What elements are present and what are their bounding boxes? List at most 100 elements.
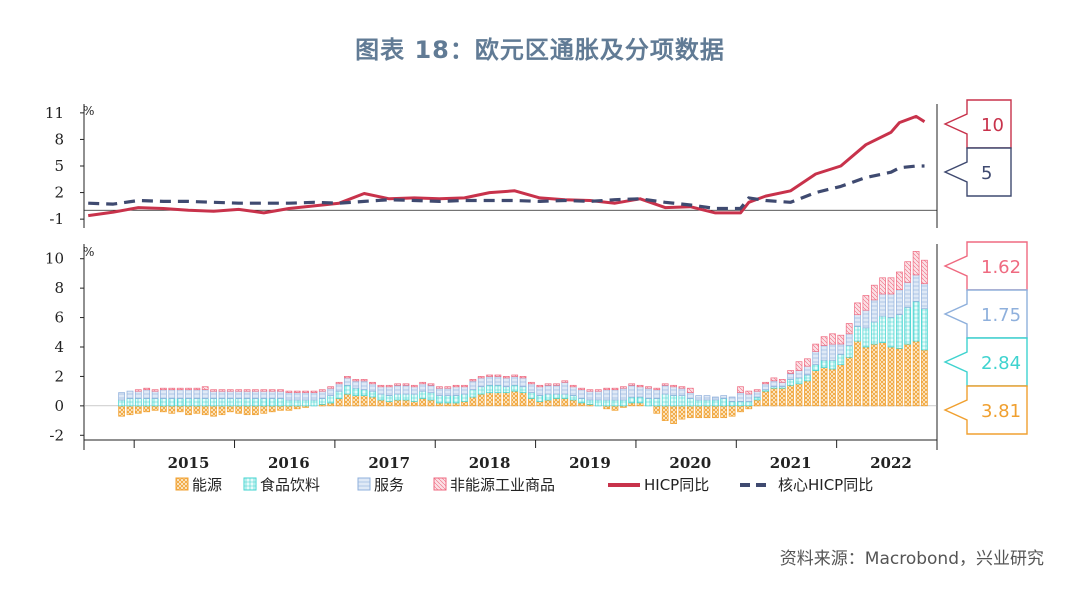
bar-food (804, 374, 811, 382)
x-tick-label: 2022 (870, 454, 912, 472)
bar-services (436, 387, 443, 396)
bar-services (745, 393, 753, 402)
bar-nonenergy (394, 383, 401, 386)
bar-food (160, 398, 167, 407)
bar-food (168, 398, 176, 407)
bar-energy (829, 368, 836, 407)
bar-food (394, 393, 401, 401)
bar-energy (419, 398, 427, 407)
top-lines (87, 114, 926, 218)
bar-energy (561, 398, 569, 407)
top-ytick-label: -1 (49, 210, 64, 228)
bar-nonenergy (268, 389, 276, 392)
bar-services (151, 390, 159, 399)
bar-energy (369, 396, 376, 407)
energy-end-label: 3.81 (981, 401, 1021, 422)
energy-end-label-box (943, 385, 1028, 435)
bar-food (486, 384, 493, 394)
bar-food (243, 398, 251, 407)
bar-food (444, 395, 452, 404)
bar-nonenergy (260, 389, 268, 392)
top-ytick-label: 2 (54, 184, 64, 202)
bar-services (201, 389, 209, 399)
end-value-labels: 10 5 1.62 1.75 2.84 3.81 (943, 99, 1028, 435)
bar-services (235, 390, 243, 399)
bar-energy (243, 405, 251, 416)
bar-food (285, 399, 293, 407)
bar-food (645, 398, 652, 407)
bar-energy (285, 405, 293, 411)
bar-food (787, 379, 794, 386)
bar-nonenergy (302, 390, 309, 393)
bar-energy (335, 398, 343, 407)
bar-nonenergy (653, 387, 661, 391)
bar-food (720, 398, 728, 407)
bar-services (753, 390, 761, 398)
bar-food (544, 393, 552, 401)
hicp-end-label: 10 (981, 115, 1004, 136)
bar-nonenergy (318, 389, 326, 392)
bar-food (352, 387, 360, 396)
bar-services (193, 389, 201, 399)
bar-services (804, 365, 811, 376)
bar-food (201, 398, 209, 407)
legend-label-energy: 能源 (192, 476, 222, 494)
bar-services (762, 383, 769, 391)
bar-services (344, 377, 351, 386)
bar-services (770, 380, 778, 388)
bar-services (160, 389, 167, 399)
bar-services (569, 386, 577, 396)
bar-services (586, 390, 594, 401)
bar-energy (126, 405, 134, 416)
legend-label-core: 核心HICP同比 (778, 476, 873, 494)
bar-energy (896, 348, 903, 407)
bar-food (210, 398, 217, 407)
bar-energy (260, 405, 268, 414)
food-end-label-box (943, 337, 1028, 387)
bar-services (544, 384, 552, 395)
bar-nonenergy (536, 384, 544, 388)
bar-nonenergy (870, 284, 878, 301)
bar-nonenergy (661, 383, 669, 386)
bar-food (118, 399, 125, 407)
bar-services (829, 343, 836, 361)
bar-services (820, 345, 828, 361)
bar-energy (519, 392, 527, 407)
bar-nonenergy (210, 389, 217, 392)
bar-nonenergy (185, 387, 192, 391)
bar-services (686, 392, 694, 399)
bar-food (586, 399, 594, 405)
bar-nonenergy (201, 386, 209, 390)
bar-services (143, 389, 151, 399)
x-tick-label: 2017 (368, 454, 410, 472)
bar-energy (879, 342, 886, 407)
bar-nonenergy (561, 380, 569, 383)
bar-nonenergy (369, 381, 376, 385)
bar-nonenergy (778, 379, 786, 383)
bar-services (645, 387, 652, 399)
bar-food (845, 345, 853, 358)
bar-nonenergy (469, 379, 477, 382)
bar-energy (703, 405, 711, 419)
bar-food (594, 399, 602, 407)
bar-services (461, 386, 468, 395)
bar-services (620, 387, 627, 401)
bar-food (870, 321, 878, 345)
bar-energy (686, 405, 694, 419)
bar-services (737, 392, 744, 402)
bar-food (327, 395, 335, 404)
bar-energy (628, 402, 636, 407)
bar-nonenergy (151, 389, 159, 392)
bar-energy (385, 401, 393, 407)
bar-services (218, 390, 226, 399)
bar-energy (277, 405, 284, 411)
bar-nonenergy (553, 383, 560, 386)
bar-services (260, 390, 268, 399)
bar-nonenergy (544, 383, 552, 386)
top-ytick-label: 5 (54, 157, 64, 175)
bar-energy (804, 380, 811, 407)
bar-energy (210, 405, 217, 417)
bar-energy (511, 390, 519, 407)
bar-services (536, 386, 544, 396)
bar-food (419, 390, 427, 399)
